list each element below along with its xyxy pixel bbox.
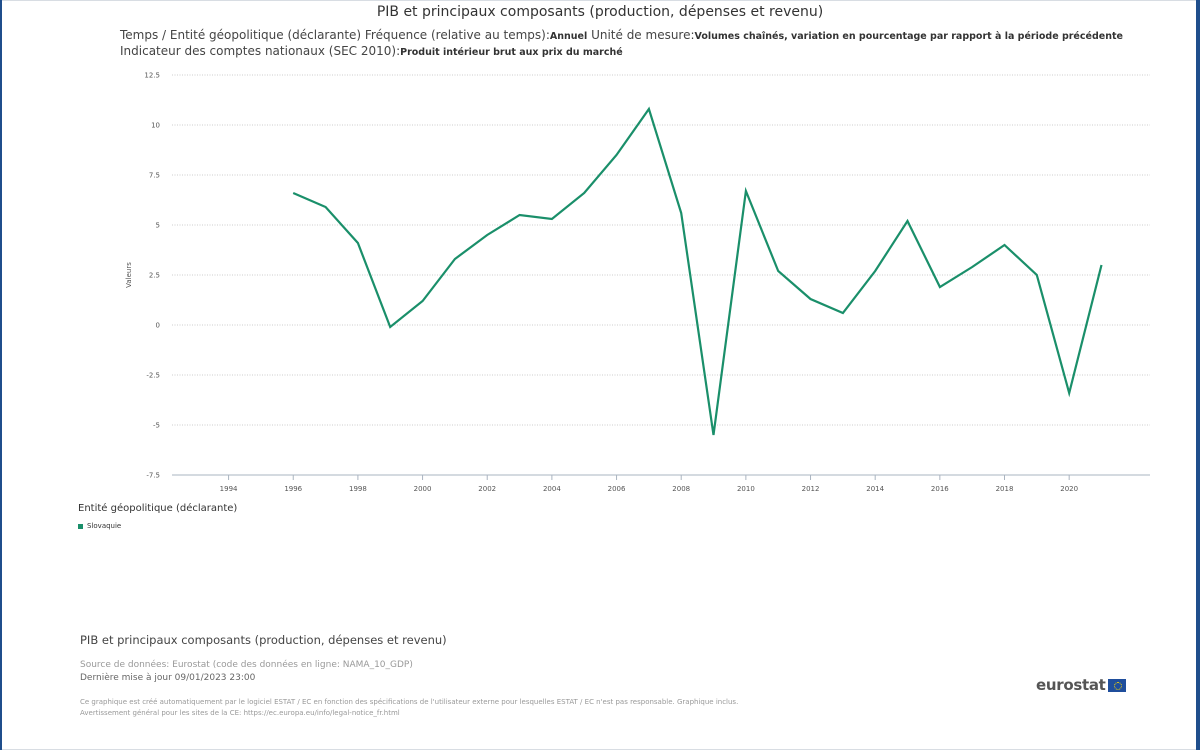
data-point[interactable] [1099,262,1105,268]
x-tick-label: 2008 [672,485,690,493]
data-point[interactable] [678,210,684,216]
line-chart: 12.5 10 7.5 5 2.5 0 -2.5 -5 -7.5 1994 1996 1998 200… [125,72,1150,493]
data-point[interactable] [775,268,781,274]
data-point[interactable] [1002,242,1008,248]
data-point[interactable] [808,296,814,302]
subtitle-part-1: Temps / Entité géopolitique (déclarante)… [120,28,550,42]
y-tick-label: -2.5 [146,372,160,380]
footer-title: PIB et principaux composants (production… [80,633,447,647]
y-tick-label: 7.5 [149,172,160,180]
data-point[interactable] [581,190,587,196]
subtitle-part-3: Indicateur des comptes nationaux (SEC 20… [120,44,401,58]
footer-source: Source de données: Eurostat (code des do… [80,660,413,670]
x-tick-label: 1994 [220,485,238,493]
right-border-accent [1196,0,1200,750]
y-tick-label: 2.5 [149,272,160,280]
legend-swatch [78,523,83,529]
eu-flag-icon [1107,678,1126,692]
legend-item-slovaquie[interactable]: Slovaquie [78,522,121,530]
x-tick-label: 2012 [802,485,820,493]
logo-text: eurostat [1036,676,1106,694]
y-tick-label: 12.5 [144,72,160,80]
unit-value: Volumes chaînés, variation en pourcentag… [694,31,1123,42]
x-axis-ticks: 1994 1996 1998 2000 2002 2004 2006 2008 2010 2012… [220,475,1078,493]
x-tick-label: 2018 [996,485,1014,493]
footer-note: Ce graphique est créé automatiquement pa… [80,697,880,719]
left-border-accent [0,0,2,750]
data-point[interactable] [743,188,749,194]
data-point[interactable] [452,256,458,262]
x-tick-label: 2016 [931,485,949,493]
frequency-value: Annuel [549,31,588,42]
x-tick-label: 2000 [414,485,432,493]
series-line-slovaquie[interactable] [292,106,1103,436]
series-layer [290,106,1105,438]
y-tick-label: -5 [153,422,160,430]
x-tick-label: 2014 [866,485,884,493]
y-tick-label: 0 [156,322,160,330]
legend-title: Entité géopolitique (déclarante) [78,503,238,514]
data-point[interactable] [517,212,523,218]
y-tick-label: 5 [156,222,160,230]
x-tick-label: 2002 [478,485,496,493]
data-point[interactable] [840,310,846,316]
data-point[interactable] [549,216,555,222]
y-tick-label: 10 [151,122,160,130]
grid-lines [172,74,1150,426]
data-point[interactable] [614,152,620,158]
x-tick-label: 2004 [543,485,561,493]
chart-subtitle: Temps / Entité géopolitique (déclarante)… [120,28,1140,60]
chart-title: PIB et principaux composants (production… [376,4,824,20]
data-point[interactable] [937,284,943,290]
data-point[interactable] [1034,272,1040,278]
subtitle-part-2: Unité de mesure: [587,28,695,42]
data-point[interactable] [1066,390,1072,396]
data-point[interactable] [905,218,911,224]
data-point[interactable] [484,232,490,238]
data-point[interactable] [323,204,329,210]
data-point[interactable] [355,240,361,246]
footer-note-line-1: Ce graphique est créé automatiquement pa… [80,698,739,706]
x-tick-label: 1996 [284,485,302,493]
x-tick-label: 2006 [608,485,626,493]
x-tick-label: 1998 [349,485,367,493]
x-tick-label: 2010 [737,485,755,493]
y-tick-label: -7.5 [146,472,160,480]
data-point[interactable] [711,432,717,438]
footer-updated: Dernière mise à jour 09/01/2023 23:00 [80,673,256,683]
y-axis-label: Valeurs [125,262,133,288]
y-axis-ticks: 12.5 10 7.5 5 2.5 0 -2.5 -5 -7.5 [144,72,160,480]
data-point[interactable] [872,268,878,274]
data-point[interactable] [420,298,426,304]
data-point[interactable] [969,264,975,270]
eurostat-logo: eurostat [1036,676,1126,694]
footer-note-line-2: Avertissement général pour les sites de … [80,709,400,717]
data-point[interactable] [290,190,296,196]
data-point[interactable] [387,324,393,330]
indicator-value: Produit intérieur brut aux prix du march… [400,47,623,58]
data-point[interactable] [646,106,652,112]
legend-item-label: Slovaquie [87,522,122,530]
x-tick-label: 2020 [1060,485,1078,493]
